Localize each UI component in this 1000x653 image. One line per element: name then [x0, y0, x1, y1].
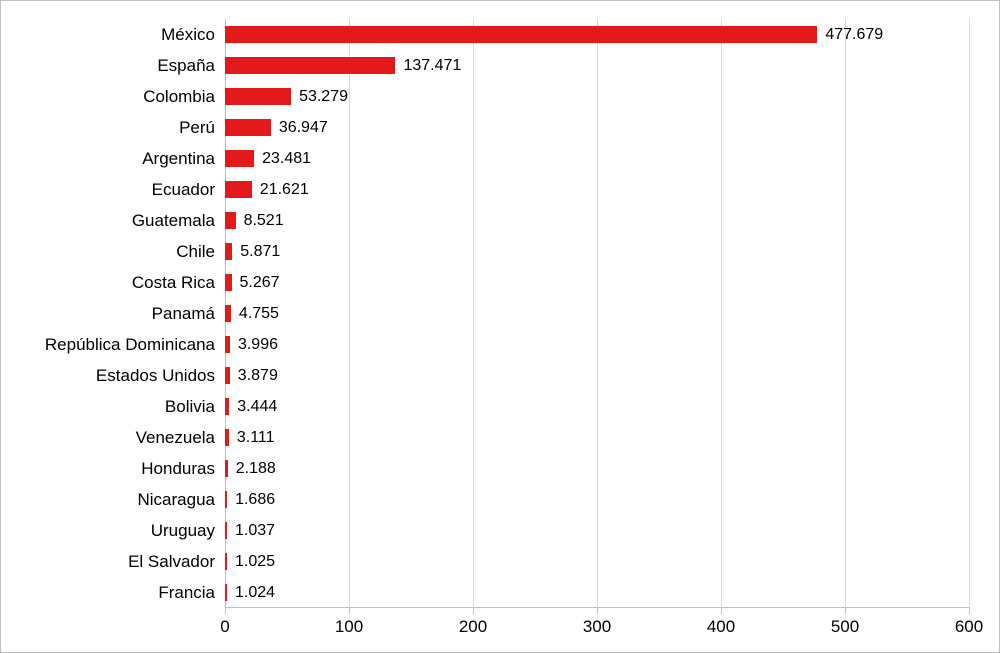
category-label: Panamá — [11, 298, 215, 329]
value-label: 2.188 — [236, 453, 276, 484]
bar-row: Francia1.024 — [225, 577, 969, 608]
bar-row: Argentina23.481 — [225, 143, 969, 174]
x-axis-tick-label: 300 — [567, 617, 627, 637]
bar-row: Honduras2.188 — [225, 453, 969, 484]
bar-row: México477.679 — [225, 19, 969, 50]
bar-row: Perú36.947 — [225, 112, 969, 143]
bar-row: Panamá4.755 — [225, 298, 969, 329]
category-label: Colombia — [11, 81, 215, 112]
category-label: España — [11, 50, 215, 81]
bar — [225, 305, 231, 322]
category-label: Nicaragua — [11, 484, 215, 515]
category-label: El Salvador — [11, 546, 215, 577]
bar-row: Bolivia3.444 — [225, 391, 969, 422]
x-axis-tick-mark — [721, 608, 722, 614]
category-label: Honduras — [11, 453, 215, 484]
bar — [225, 460, 228, 477]
value-label: 8.521 — [244, 205, 284, 236]
bar-row: Ecuador21.621 — [225, 174, 969, 205]
category-label: Ecuador — [11, 174, 215, 205]
bar — [225, 584, 227, 601]
bar-row: Venezuela3.111 — [225, 422, 969, 453]
chart-container: México477.679España137.471Colombia53.279… — [0, 0, 1000, 653]
value-label: 1.024 — [235, 577, 275, 608]
value-label: 23.481 — [262, 143, 311, 174]
bar — [225, 274, 232, 291]
x-axis-tick-label: 0 — [195, 617, 255, 637]
bar — [225, 150, 254, 167]
value-label: 3.996 — [238, 329, 278, 360]
category-label: Uruguay — [11, 515, 215, 546]
value-label: 1.686 — [235, 484, 275, 515]
value-label: 3.444 — [237, 391, 277, 422]
value-label: 5.871 — [240, 236, 280, 267]
bar — [225, 212, 236, 229]
category-label: Argentina — [11, 143, 215, 174]
bar-row: Uruguay1.037 — [225, 515, 969, 546]
bar — [225, 367, 230, 384]
grid-line — [969, 19, 970, 608]
value-label: 36.947 — [279, 112, 328, 143]
x-axis-tick-label: 500 — [815, 617, 875, 637]
bar — [225, 553, 227, 570]
bar-row: Nicaragua1.686 — [225, 484, 969, 515]
value-label: 1.037 — [235, 515, 275, 546]
category-label: Venezuela — [11, 422, 215, 453]
bar — [225, 429, 229, 446]
category-label: Perú — [11, 112, 215, 143]
bar-row: España137.471 — [225, 50, 969, 81]
category-label: Costa Rica — [11, 267, 215, 298]
bar — [225, 26, 817, 43]
category-label: República Dominicana — [11, 329, 215, 360]
x-axis-tick-mark — [225, 608, 226, 614]
category-label: Guatemala — [11, 205, 215, 236]
category-label: México — [11, 19, 215, 50]
value-label: 1.025 — [235, 546, 275, 577]
value-label: 3.111 — [237, 422, 275, 453]
value-label: 21.621 — [260, 174, 309, 205]
value-label: 137.471 — [403, 50, 461, 81]
bar-row: Costa Rica5.267 — [225, 267, 969, 298]
value-label: 3.879 — [238, 360, 278, 391]
bar-row: El Salvador1.025 — [225, 546, 969, 577]
value-label: 477.679 — [825, 19, 883, 50]
category-label: Bolivia — [11, 391, 215, 422]
bar — [225, 57, 395, 74]
x-axis-tick-mark — [597, 608, 598, 614]
bar — [225, 522, 227, 539]
bar — [225, 243, 232, 260]
bar — [225, 181, 252, 198]
bar — [225, 491, 227, 508]
bar — [225, 336, 230, 353]
x-axis-tick-mark — [845, 608, 846, 614]
plot-area: México477.679España137.471Colombia53.279… — [225, 19, 969, 608]
value-label: 53.279 — [299, 81, 348, 112]
bar — [225, 119, 271, 136]
bar-row: República Dominicana3.996 — [225, 329, 969, 360]
x-axis-tick-mark — [349, 608, 350, 614]
bar — [225, 88, 291, 105]
x-axis-tick-mark — [473, 608, 474, 614]
x-axis-tick-label: 400 — [691, 617, 751, 637]
category-label: Estados Unidos — [11, 360, 215, 391]
value-label: 5.267 — [240, 267, 280, 298]
x-axis-tick-label: 100 — [319, 617, 379, 637]
bar-row: Chile5.871 — [225, 236, 969, 267]
bar-row: Estados Unidos3.879 — [225, 360, 969, 391]
bar-row: Colombia53.279 — [225, 81, 969, 112]
value-label: 4.755 — [239, 298, 279, 329]
category-label: Francia — [11, 577, 215, 608]
rows: México477.679España137.471Colombia53.279… — [225, 19, 969, 608]
x-axis-tick-label: 600 — [939, 617, 999, 637]
category-label: Chile — [11, 236, 215, 267]
bar — [225, 398, 229, 415]
x-axis-tick-label: 200 — [443, 617, 503, 637]
x-axis-tick-mark — [969, 608, 970, 614]
bar-row: Guatemala8.521 — [225, 205, 969, 236]
